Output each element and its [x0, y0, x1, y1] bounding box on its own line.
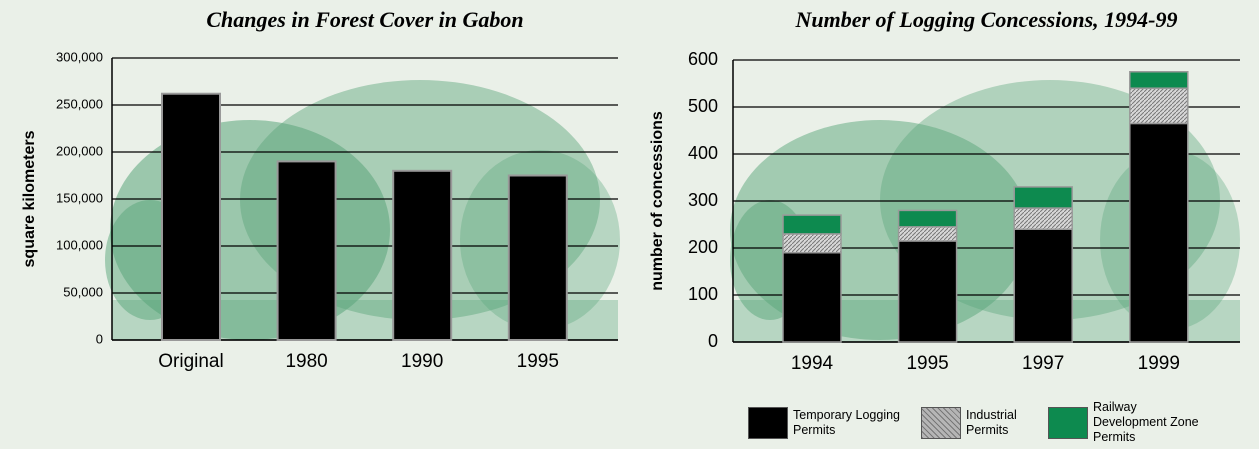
legend-label: Railway Development Zone Permits [1093, 400, 1211, 445]
bar-segment [783, 234, 841, 253]
y-tick-label: 100,000 [56, 237, 103, 252]
legend-item: Temporary Logging Permits [748, 400, 911, 445]
x-tick-label: 1990 [401, 351, 443, 372]
y-tick-label: 50,000 [63, 284, 103, 299]
y-tick-label: 100 [688, 284, 718, 304]
bar-segment [899, 210, 957, 226]
bar [278, 161, 336, 340]
legend-item: Industrial Permits [921, 400, 1038, 445]
bar [162, 94, 220, 340]
charts: Changes in Forest Cover in Gabon square k… [0, 0, 1259, 449]
x-tick-label: 1994 [791, 353, 834, 374]
x-tick-label: 1980 [285, 351, 327, 372]
chart-title: Number of Logging Concessions, 1994-99 [795, 7, 1178, 32]
bar [393, 171, 451, 340]
y-tick-label: 400 [688, 143, 718, 163]
bar-segment [899, 241, 957, 342]
legend-swatch [748, 407, 788, 439]
y-tick-label: 250,000 [56, 96, 103, 111]
y-tick-label: 600 [688, 49, 718, 69]
bar-segment [1014, 208, 1072, 229]
bar-segment [783, 215, 841, 234]
bar-segment [1014, 229, 1072, 342]
bar-segment [1130, 123, 1188, 342]
y-tick-label: 0 [708, 331, 718, 351]
page: Changes in Forest Cover in Gabon square k… [0, 0, 1259, 449]
x-tick-label: 1995 [906, 353, 948, 374]
legend-label: Temporary Logging Permits [793, 408, 911, 438]
chart-title: Changes in Forest Cover in Gabon [206, 7, 523, 32]
bar-segment [783, 253, 841, 342]
y-tick-label: 300 [688, 190, 718, 210]
y-axis-label: square kilometers [21, 130, 38, 267]
y-tick-label: 500 [688, 96, 718, 116]
y-tick-label: 150,000 [56, 190, 103, 205]
x-tick-label: Original [158, 351, 223, 372]
y-tick-label: 200,000 [56, 143, 103, 158]
legend-swatch [921, 407, 961, 439]
bar [509, 176, 567, 341]
y-axis-label: number of concessions [649, 111, 666, 291]
legend: Temporary Logging Permits Industrial Perm… [748, 400, 1211, 445]
x-tick-label: 1997 [1022, 353, 1064, 374]
legend-label: Industrial Permits [966, 408, 1038, 438]
bar-segment [1130, 72, 1188, 88]
bar-segment [1014, 187, 1072, 208]
y-tick-label: 0 [96, 331, 103, 346]
y-tick-label: 300,000 [56, 49, 103, 64]
bar-segment [1130, 88, 1188, 123]
bar-segment [899, 227, 957, 241]
x-tick-label: 1999 [1138, 353, 1180, 374]
legend-item: Railway Development Zone Permits [1048, 400, 1211, 445]
x-tick-label: 1995 [517, 351, 559, 372]
y-tick-label: 200 [688, 237, 718, 257]
legend-swatch [1048, 407, 1088, 439]
